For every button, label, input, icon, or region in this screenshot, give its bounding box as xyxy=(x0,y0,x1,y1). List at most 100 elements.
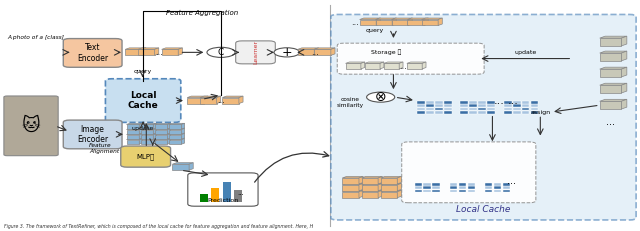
Polygon shape xyxy=(127,130,140,134)
Polygon shape xyxy=(154,128,157,134)
Bar xyxy=(234,190,243,202)
Polygon shape xyxy=(342,192,359,198)
Bar xyxy=(424,186,431,189)
Polygon shape xyxy=(168,128,171,134)
FancyBboxPatch shape xyxy=(63,120,122,149)
Bar xyxy=(522,111,529,114)
Polygon shape xyxy=(169,130,181,134)
Polygon shape xyxy=(381,176,401,178)
Bar xyxy=(522,101,529,104)
Polygon shape xyxy=(600,99,627,101)
Bar xyxy=(484,190,492,192)
Polygon shape xyxy=(600,38,621,46)
Polygon shape xyxy=(141,140,154,144)
Polygon shape xyxy=(392,18,396,25)
FancyBboxPatch shape xyxy=(337,43,484,74)
Polygon shape xyxy=(173,164,189,170)
Polygon shape xyxy=(168,123,171,129)
Text: Image
Encoder: Image Encoder xyxy=(77,125,108,144)
Polygon shape xyxy=(169,140,181,144)
Bar xyxy=(426,104,434,107)
Bar xyxy=(531,108,538,110)
Text: ...: ... xyxy=(311,48,319,57)
Bar xyxy=(469,108,477,110)
Text: Local Cache: Local Cache xyxy=(456,205,511,214)
FancyBboxPatch shape xyxy=(402,142,536,203)
Text: ...: ... xyxy=(606,117,615,127)
Polygon shape xyxy=(169,125,181,129)
Polygon shape xyxy=(362,183,382,185)
Bar xyxy=(502,190,510,192)
Bar xyxy=(484,183,492,186)
Polygon shape xyxy=(621,99,627,109)
Bar xyxy=(459,183,467,186)
FancyBboxPatch shape xyxy=(236,41,275,64)
Polygon shape xyxy=(407,62,426,63)
Polygon shape xyxy=(359,176,363,184)
Text: ...: ... xyxy=(493,96,504,106)
Bar xyxy=(531,111,538,114)
Polygon shape xyxy=(181,128,184,134)
Text: Feature
Alignment: Feature Alignment xyxy=(89,143,119,154)
Text: ...: ... xyxy=(351,18,359,27)
Polygon shape xyxy=(155,123,171,125)
Polygon shape xyxy=(600,101,621,109)
Polygon shape xyxy=(408,20,424,25)
Bar xyxy=(417,111,425,114)
Polygon shape xyxy=(168,134,171,139)
Text: ...: ... xyxy=(237,190,244,196)
Bar xyxy=(461,108,468,110)
Polygon shape xyxy=(397,183,401,191)
Polygon shape xyxy=(331,48,335,55)
Polygon shape xyxy=(155,130,168,134)
Polygon shape xyxy=(361,62,365,69)
Polygon shape xyxy=(314,49,331,55)
Polygon shape xyxy=(154,134,157,139)
FancyBboxPatch shape xyxy=(106,79,180,122)
Polygon shape xyxy=(187,97,204,103)
Bar xyxy=(504,104,511,107)
Polygon shape xyxy=(422,62,426,69)
Text: +: + xyxy=(282,46,292,59)
Text: ⊗: ⊗ xyxy=(375,90,387,104)
Bar xyxy=(493,190,501,192)
Text: assign: assign xyxy=(531,109,550,115)
Polygon shape xyxy=(397,176,401,184)
Bar xyxy=(531,101,538,104)
Polygon shape xyxy=(155,140,168,144)
Polygon shape xyxy=(162,49,178,55)
Polygon shape xyxy=(169,134,184,135)
Bar xyxy=(435,108,443,110)
Bar xyxy=(450,183,458,186)
Text: update: update xyxy=(132,126,154,131)
Polygon shape xyxy=(140,134,143,139)
Polygon shape xyxy=(346,63,361,69)
Bar xyxy=(502,186,510,189)
Polygon shape xyxy=(360,20,376,25)
Bar xyxy=(415,190,422,192)
Polygon shape xyxy=(140,128,143,134)
Bar xyxy=(478,108,486,110)
Polygon shape xyxy=(365,62,384,63)
Polygon shape xyxy=(141,125,154,129)
FancyBboxPatch shape xyxy=(331,15,636,220)
Bar xyxy=(444,111,452,114)
Bar xyxy=(484,186,492,189)
Polygon shape xyxy=(127,138,143,140)
Polygon shape xyxy=(621,36,627,46)
Polygon shape xyxy=(155,134,171,135)
Polygon shape xyxy=(362,190,382,192)
Polygon shape xyxy=(378,190,382,198)
Polygon shape xyxy=(376,18,380,25)
Polygon shape xyxy=(298,48,319,49)
Bar xyxy=(424,190,431,192)
Polygon shape xyxy=(342,190,363,192)
Text: ...: ... xyxy=(217,96,225,105)
Text: query: query xyxy=(366,28,384,33)
Bar xyxy=(513,104,520,107)
Polygon shape xyxy=(141,135,154,139)
Text: ...: ... xyxy=(399,62,407,71)
Polygon shape xyxy=(173,163,193,164)
Polygon shape xyxy=(621,51,627,61)
Polygon shape xyxy=(376,18,396,20)
